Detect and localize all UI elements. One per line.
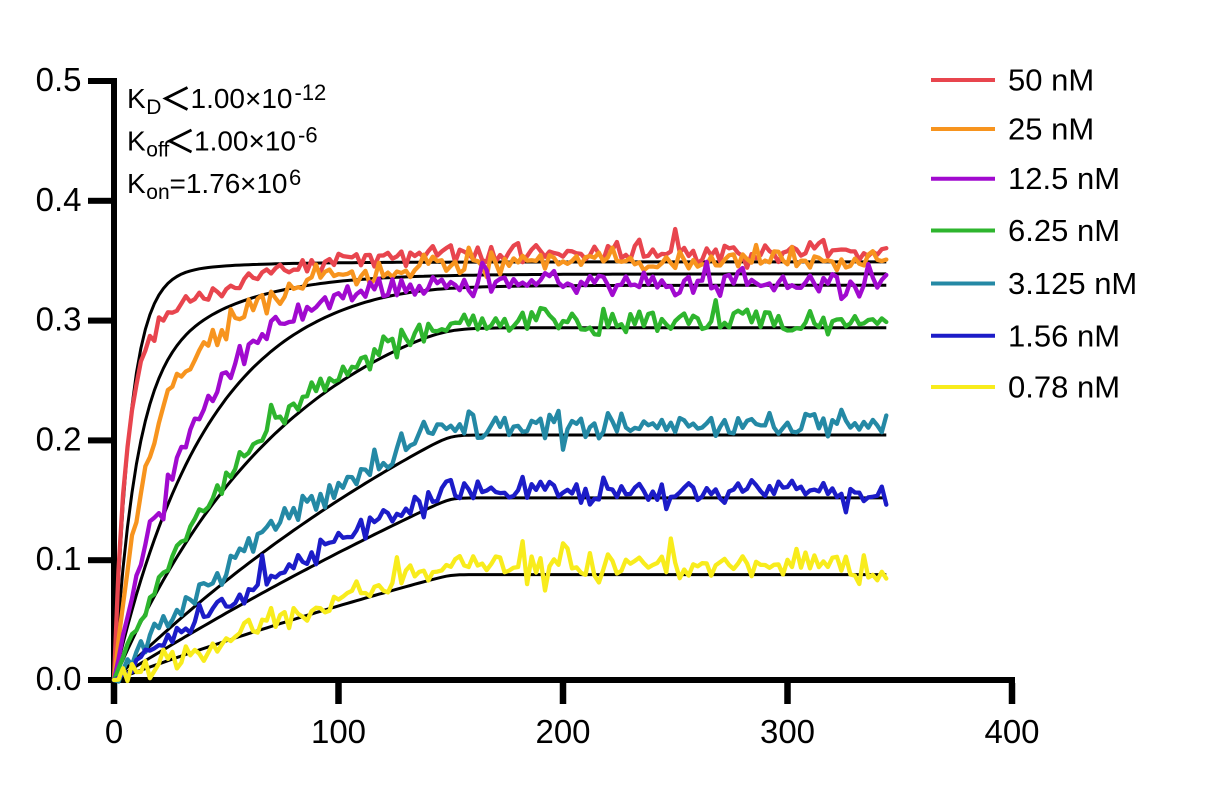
svg-text:50 nM: 50 nM <box>1008 63 1094 98</box>
svg-text:-12: -12 <box>295 80 327 105</box>
svg-text:1.00×10: 1.00×10 <box>191 83 293 114</box>
svg-text:400: 400 <box>984 713 1039 750</box>
svg-text:K: K <box>127 83 146 114</box>
svg-text:-6: -6 <box>298 123 318 148</box>
svg-text:K: K <box>127 168 146 199</box>
svg-text:D: D <box>146 96 161 119</box>
svg-text:0.4: 0.4 <box>36 181 82 218</box>
svg-text:6.25 nM: 6.25 nM <box>1008 213 1120 248</box>
svg-text:off: off <box>146 139 169 162</box>
svg-text:1.56 nM: 1.56 nM <box>1008 318 1120 353</box>
svg-text:6: 6 <box>289 165 301 190</box>
svg-text:0.3: 0.3 <box>36 301 82 338</box>
svg-text:300: 300 <box>760 713 815 750</box>
svg-text:25 nM: 25 nM <box>1008 112 1094 147</box>
svg-text:0.1: 0.1 <box>36 540 82 577</box>
svg-text:=1.76: =1.76 <box>170 168 241 199</box>
svg-text:200: 200 <box>535 713 590 750</box>
svg-text:0.78 nM: 0.78 nM <box>1008 370 1120 405</box>
svg-text:0.5: 0.5 <box>36 61 82 98</box>
svg-text:3.125 nM: 3.125 nM <box>1008 266 1137 301</box>
svg-text:12.5 nM: 12.5 nM <box>1008 161 1120 196</box>
svg-text:K: K <box>127 126 146 157</box>
svg-text:on: on <box>146 181 169 204</box>
svg-text:0.0: 0.0 <box>36 660 82 697</box>
svg-text:0: 0 <box>105 713 123 750</box>
svg-text:0.2: 0.2 <box>36 420 82 457</box>
svg-text:100: 100 <box>311 713 366 750</box>
svg-text:1.00×10: 1.00×10 <box>194 126 296 157</box>
svg-text:×10: ×10 <box>240 168 288 199</box>
